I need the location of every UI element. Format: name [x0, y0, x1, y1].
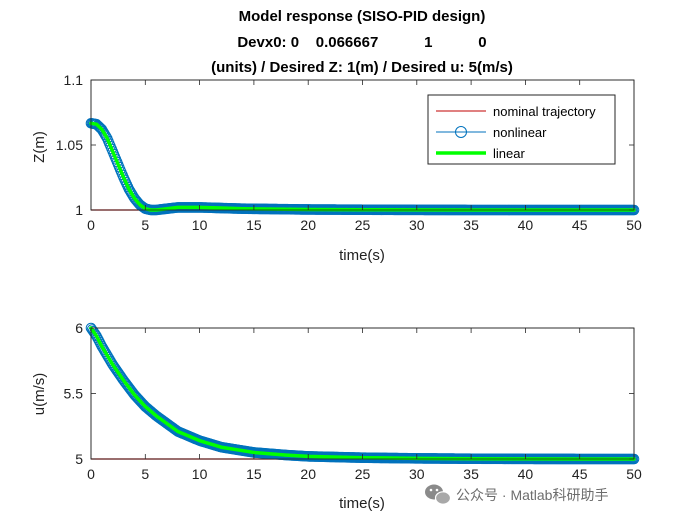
top-ticks: 0 5 10 15 20 25 30 35 40 45 50 1 1.05 1.1 — [56, 72, 642, 233]
bottom-xtick-label: 15 — [246, 466, 262, 482]
top-xtick-label: 25 — [355, 217, 371, 233]
bottom-xtick-label: 20 — [300, 466, 316, 482]
bottom-xtick-label: 40 — [518, 466, 534, 482]
bottom-ylabel: u(m/s) — [31, 373, 48, 416]
top-xtick-label: 15 — [246, 217, 262, 233]
legend-label-nominal: nominal trajectory — [493, 104, 596, 119]
top-xtick-label: 45 — [572, 217, 588, 233]
top-xtick-label: 50 — [626, 217, 642, 233]
bottom-series — [85, 322, 640, 465]
legend-swatch-nonlinear-marker — [455, 126, 467, 138]
top-xtick-label: 0 — [87, 217, 95, 233]
bottom-plot-area — [90, 327, 635, 460]
bottom-xtick-label: 30 — [409, 466, 425, 482]
bottom-ytick-label: 6 — [75, 320, 83, 336]
bottom-axes-border — [90, 327, 635, 460]
top-ylabel: Z(m) — [31, 131, 48, 163]
bottom-xtick-label: 35 — [463, 466, 479, 482]
bottom-xtick-label: 5 — [141, 466, 149, 482]
bottom-ytick-label: 5 — [75, 451, 83, 467]
title-line-2: Devx0: 0 0.066667 1 0 — [237, 34, 486, 51]
top-xlabel: time(s) — [339, 247, 385, 264]
bottom-xtick-label: 25 — [355, 466, 371, 482]
top-xtick-label: 40 — [518, 217, 534, 233]
title-line-3: (units) / Desired Z: 1(m) / Desired u: 5… — [211, 59, 513, 76]
bottom-ytick-label: 5.5 — [64, 386, 84, 402]
top-ytick-label: 1.05 — [56, 137, 83, 153]
top-ytick-label: 1 — [75, 202, 83, 218]
watermark-text: 公众号 · Matlab科研助手 — [456, 487, 608, 503]
chart-title: Model response (SISO-PID design) Devx0: … — [211, 8, 513, 76]
top-axes: 0 5 10 15 20 25 30 35 40 45 50 1 1.05 1.1 time(s) Z(m… — [31, 72, 642, 264]
watermark: 公众号 · Matlab科研助手 — [425, 484, 608, 505]
top-xtick-label: 5 — [141, 217, 149, 233]
legend: nominal trajectory nonlinear linear — [427, 94, 616, 165]
top-xtick-label: 30 — [409, 217, 425, 233]
bottom-xtick-label: 50 — [626, 466, 642, 482]
top-axes-border — [90, 79, 635, 211]
title-line-1: Model response (SISO-PID design) — [239, 8, 486, 25]
top-xtick-label: 10 — [192, 217, 208, 233]
bottom-xtick-label: 10 — [192, 466, 208, 482]
bottom-xtick-label: 45 — [572, 466, 588, 482]
top-xtick-label: 20 — [300, 217, 316, 233]
legend-label-nonlinear: nonlinear — [493, 125, 547, 140]
bottom-xtick-label: 0 — [87, 466, 95, 482]
wechat-icon — [425, 484, 452, 505]
top-xtick-label: 35 — [463, 217, 479, 233]
bottom-xlabel: time(s) — [339, 495, 385, 512]
top-ytick-label: 1.1 — [64, 72, 84, 88]
legend-label-linear: linear — [493, 146, 525, 161]
